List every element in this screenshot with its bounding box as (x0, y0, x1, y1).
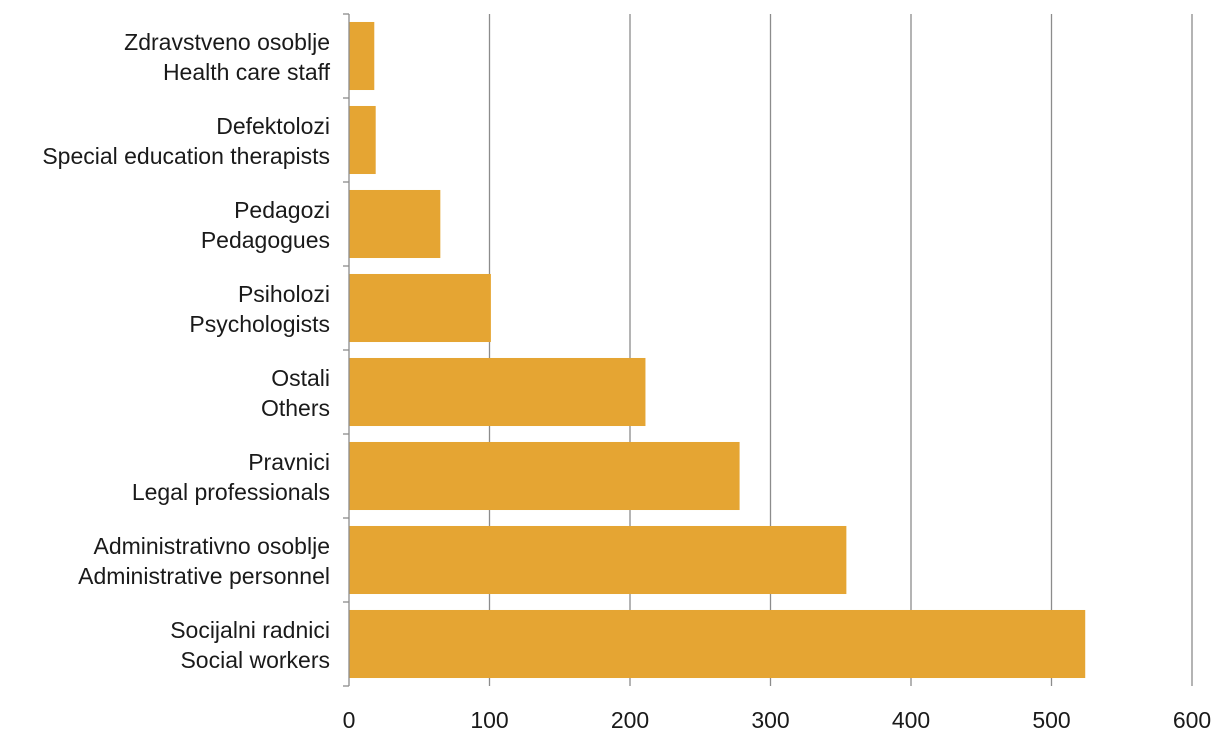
bar (349, 441, 740, 511)
bars (349, 21, 1086, 679)
x-tick-label: 0 (343, 707, 356, 731)
x-tick-label: 200 (611, 707, 649, 731)
x-tick-label: 500 (1032, 707, 1070, 731)
bar (349, 357, 646, 427)
category-label-line2: Health care staff (163, 59, 331, 85)
bar (349, 21, 375, 91)
category-label-line2: Pedagogues (201, 227, 330, 253)
category-label-line1: Administrativno osoblje (93, 533, 330, 559)
category-label-line1: Zdravstveno osoblje (124, 29, 330, 55)
category-label-line2: Special education therapists (42, 143, 330, 169)
category-label-line1: Psiholozi (238, 281, 330, 307)
x-axis-tick-labels: 0 100 200 300 400 500 600 (343, 707, 1212, 731)
bar (349, 525, 847, 595)
x-tick-label: 100 (470, 707, 508, 731)
category-label-line2: Psychologists (189, 311, 330, 337)
x-tick-label: 600 (1173, 707, 1211, 731)
category-label-line1: Pedagozi (234, 197, 330, 223)
category-label-line2: Administrative personnel (78, 563, 330, 589)
y-axis (343, 13, 350, 687)
x-tick-label: 300 (751, 707, 789, 731)
category-label-line2: Legal professionals (132, 479, 330, 505)
category-label-line1: Pravnici (248, 449, 330, 475)
bar (349, 609, 1086, 679)
bar (349, 105, 376, 175)
x-tick-label: 400 (892, 707, 930, 731)
category-label-line1: Ostali (271, 365, 330, 391)
category-labels: Zdravstveno osoblje Health care staff Defe… (42, 29, 330, 673)
category-label-line2: Others (261, 395, 330, 421)
category-label-line1: Defektolozi (216, 113, 330, 139)
bar (349, 189, 441, 259)
bar (349, 273, 491, 343)
category-label-line1: Socijalni radnici (170, 617, 330, 643)
category-label-line2: Social workers (180, 647, 330, 673)
